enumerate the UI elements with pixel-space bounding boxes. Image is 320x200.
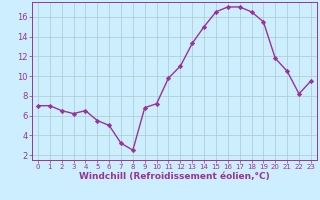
X-axis label: Windchill (Refroidissement éolien,°C): Windchill (Refroidissement éolien,°C) — [79, 172, 270, 181]
